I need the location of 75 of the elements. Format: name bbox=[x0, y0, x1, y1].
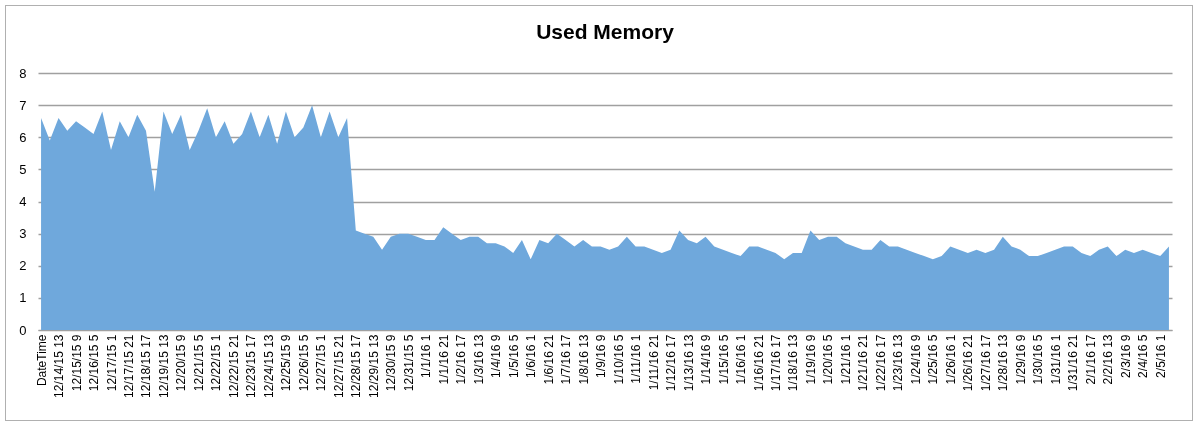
x-tick-label: 1/23/16 13 bbox=[891, 334, 906, 392]
x-tick-label: 1/18/16 13 bbox=[786, 334, 801, 392]
x-tick-label: 12/22/15 21 bbox=[226, 334, 241, 398]
x-tick-label: 1/31/16 21 bbox=[1066, 334, 1081, 392]
x-tick-label: 1/28/16 13 bbox=[996, 334, 1011, 392]
x-tick-label: 12/27/15 1 bbox=[314, 334, 329, 392]
x-tick-label: 1/12/16 17 bbox=[664, 334, 679, 392]
x-tick-label: 12/17/15 21 bbox=[121, 334, 136, 398]
x-tick-label: 1/9/16 9 bbox=[594, 334, 609, 378]
y-tick-label: 8 bbox=[19, 65, 27, 81]
x-tick-label: 1/19/16 9 bbox=[803, 334, 818, 385]
x-tick-label: 1/16/16 1 bbox=[734, 334, 749, 385]
x-tick-label: 1/13/16 13 bbox=[681, 334, 696, 392]
x-tick-label: DateTime bbox=[34, 334, 49, 387]
x-tick-label: 12/20/15 9 bbox=[174, 334, 189, 392]
x-tick-label: 1/22/16 17 bbox=[873, 334, 888, 392]
x-tick-label: 1/10/16 5 bbox=[611, 334, 626, 385]
x-tick-label: 12/19/15 13 bbox=[156, 334, 171, 398]
x-tick-label: 2/3/16 9 bbox=[1118, 334, 1133, 378]
x-tick-label: 1/24/16 9 bbox=[908, 334, 923, 385]
y-tick-label: 1 bbox=[19, 290, 27, 306]
x-tick-label: 12/22/15 1 bbox=[209, 334, 224, 392]
x-tick-label: 12/23/15 17 bbox=[244, 334, 259, 398]
x-tick-label: 1/11/16 1 bbox=[629, 334, 644, 384]
x-tick-label: 2/4/16 5 bbox=[1136, 334, 1151, 378]
y-tick-label: 7 bbox=[19, 97, 27, 113]
x-tick-label: 1/3/16 13 bbox=[471, 334, 486, 385]
x-tick-label: 1/20/16 5 bbox=[821, 334, 836, 385]
x-tick-label: 12/17/15 1 bbox=[104, 334, 119, 392]
x-tick-label: 12/27/15 21 bbox=[331, 334, 346, 398]
x-tick-label: 12/18/15 17 bbox=[139, 334, 154, 398]
x-tick-label: 1/7/16 17 bbox=[559, 334, 574, 385]
x-tick-label: 12/28/15 17 bbox=[349, 334, 364, 398]
x-tick-label: 12/16/15 5 bbox=[87, 334, 102, 392]
x-tick-label: 1/31/16 1 bbox=[1048, 334, 1063, 385]
x-tick-label: 12/15/15 9 bbox=[69, 334, 84, 392]
x-tick-label: 1/15/16 5 bbox=[716, 334, 731, 385]
x-tick-label: 1/5/16 5 bbox=[506, 334, 521, 378]
x-tick-label: 1/30/16 5 bbox=[1031, 334, 1046, 385]
x-tick-label: 12/26/15 5 bbox=[296, 334, 311, 392]
y-tick-label: 6 bbox=[19, 129, 27, 145]
x-tick-label: 1/6/16 1 bbox=[524, 334, 539, 378]
x-tick-label: 12/14/15 13 bbox=[52, 334, 67, 398]
x-tick-label: 1/1/16 1 bbox=[419, 334, 434, 378]
x-tick-label: 1/21/16 1 bbox=[838, 334, 853, 385]
y-tick-label: 5 bbox=[19, 161, 27, 177]
x-tick-label: 1/29/16 9 bbox=[1013, 334, 1028, 385]
chart-title: Used Memory bbox=[536, 20, 675, 43]
x-tick-label: 1/26/16 21 bbox=[961, 334, 976, 392]
x-tick-label: 1/27/16 17 bbox=[978, 334, 993, 392]
x-tick-label: 2/5/16 1 bbox=[1153, 334, 1168, 378]
x-tick-label: 1/4/16 9 bbox=[489, 334, 504, 378]
x-tick-label: 12/21/15 5 bbox=[191, 334, 206, 392]
x-tick-label: 12/24/15 13 bbox=[261, 334, 276, 398]
y-tick-label: 0 bbox=[19, 322, 27, 338]
x-tick-label: 12/29/15 13 bbox=[366, 334, 381, 398]
x-tick-label: 12/25/15 9 bbox=[279, 334, 294, 392]
x-tick-label: 1/26/16 1 bbox=[943, 334, 958, 385]
x-tick-label: 1/2/16 17 bbox=[454, 334, 469, 385]
x-tick-label: 12/31/15 5 bbox=[401, 334, 416, 392]
x-tick-label: 1/21/16 21 bbox=[856, 334, 871, 392]
y-tick-label: 4 bbox=[19, 194, 27, 209]
x-tick-label: 1/1/16 21 bbox=[436, 334, 451, 385]
x-tick-label: 2/1/16 17 bbox=[1083, 334, 1098, 385]
x-tick-label: 1/25/16 5 bbox=[926, 334, 941, 385]
y-tick-label: 2 bbox=[19, 258, 27, 274]
x-tick-label: 1/14/16 9 bbox=[699, 334, 714, 385]
x-tick-label: 12/30/15 9 bbox=[384, 334, 399, 392]
x-tick-label: 1/6/16 21 bbox=[541, 334, 556, 385]
x-tick-label: 1/17/16 17 bbox=[768, 334, 783, 392]
x-tick-label: 1/8/16 13 bbox=[576, 334, 591, 385]
x-tick-label: 1/11/16 21 bbox=[646, 334, 661, 391]
x-tick-label: 1/16/16 21 bbox=[751, 334, 766, 392]
y-tick-label: 3 bbox=[19, 226, 27, 242]
x-tick-label: 2/2/16 13 bbox=[1101, 334, 1116, 385]
